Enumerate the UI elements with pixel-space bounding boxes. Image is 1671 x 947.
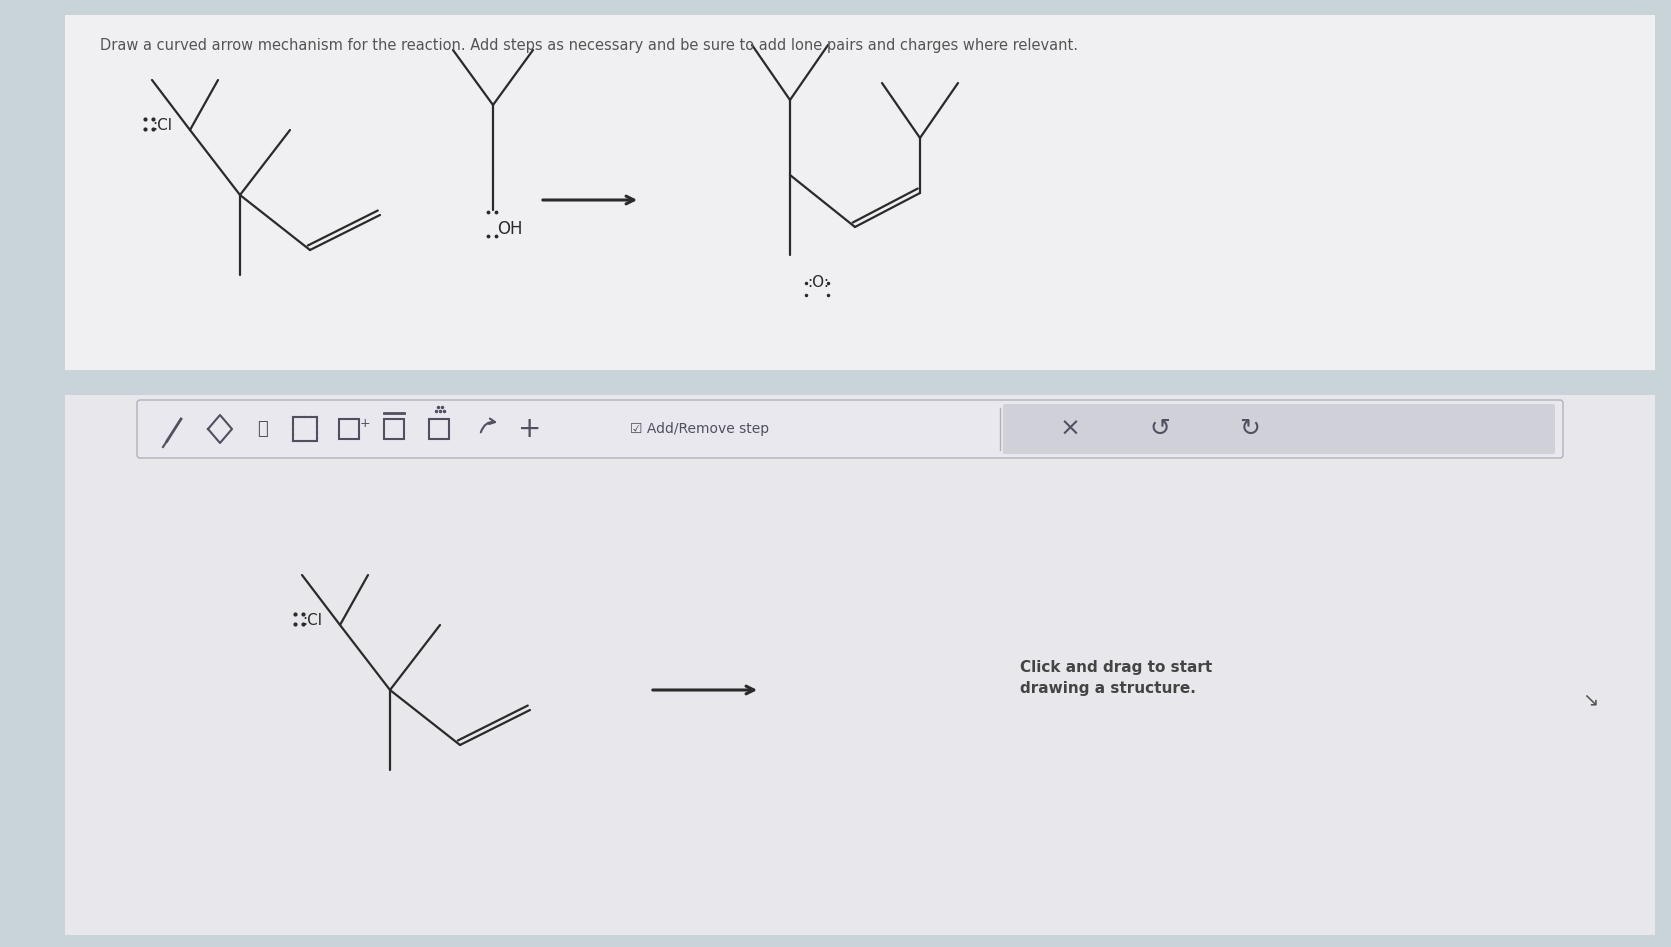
Text: ↘: ↘ — [1582, 690, 1597, 709]
Text: :O:: :O: — [807, 275, 829, 290]
Text: 🖐: 🖐 — [257, 420, 267, 438]
Bar — [384, 419, 404, 439]
Bar — [292, 417, 317, 441]
Text: :Cl: :Cl — [152, 117, 172, 133]
Text: Click and drag to start
drawing a structure.: Click and drag to start drawing a struct… — [1019, 660, 1211, 696]
Text: ↻: ↻ — [1240, 417, 1260, 441]
Text: +: + — [518, 415, 541, 443]
Text: ↺: ↺ — [1150, 417, 1170, 441]
Bar — [339, 419, 359, 439]
Text: :Cl: :Cl — [302, 613, 323, 628]
FancyBboxPatch shape — [137, 400, 1562, 458]
Bar — [429, 419, 449, 439]
Bar — [65, 395, 1654, 935]
Bar — [65, 15, 1654, 370]
FancyBboxPatch shape — [1003, 404, 1556, 454]
Text: ☑ Add/Remove step: ☑ Add/Remove step — [630, 422, 769, 436]
Text: OH: OH — [496, 220, 523, 238]
Bar — [292, 417, 317, 441]
Text: Draw a curved arrow mechanism for the reaction. Add steps as necessary and be su: Draw a curved arrow mechanism for the re… — [100, 38, 1078, 53]
Text: +: + — [359, 417, 371, 430]
Text: ×: × — [1059, 417, 1081, 441]
